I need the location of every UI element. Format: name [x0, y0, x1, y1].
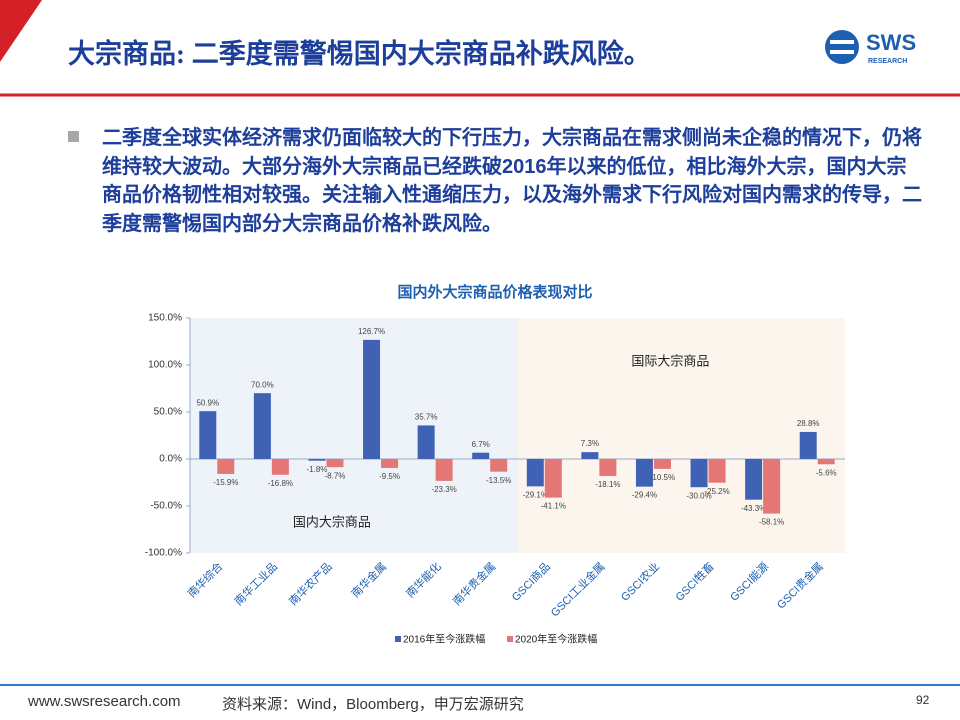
bar	[799, 431, 817, 459]
bar	[763, 459, 781, 514]
chart: 国内外大宗商品价格表现对比 -100.0% -50.0% 0.0% 50.0% 100.0…	[145, 283, 845, 646]
value-label: -29.4%	[632, 491, 657, 500]
bar	[581, 452, 599, 459]
value-label: -9.5%	[379, 472, 400, 481]
bar	[708, 459, 726, 483]
bar	[308, 459, 326, 461]
value-label: -23.3%	[431, 485, 456, 494]
value-label: 28.8%	[797, 419, 820, 428]
bar	[363, 339, 381, 459]
value-label: -5.6%	[816, 468, 837, 477]
logo-mark	[825, 30, 859, 64]
bar	[635, 459, 653, 487]
y-tick-label: 50.0%	[154, 407, 182, 418]
footer-source: 资料来源：Wind，Bloomberg，申万宏源研究	[222, 696, 524, 713]
x-tick-label: GSCI牲畜	[672, 559, 716, 603]
value-label: 7.3%	[581, 439, 599, 448]
value-label: -16.8%	[268, 479, 293, 488]
x-tick-label: GSCI贵金属	[774, 559, 826, 611]
bar	[381, 459, 399, 468]
slide-title: 大宗商品: 二季度需警惕国内大宗商品补跌风险。	[68, 39, 651, 69]
legend-label: 2016年至今涨跌幅	[403, 633, 485, 646]
value-label: 50.9%	[196, 398, 219, 407]
logo-subtext: RESEARCH	[868, 58, 907, 65]
bar	[526, 459, 544, 487]
legend-swatch	[395, 636, 401, 642]
y-tick-label: 100.0%	[148, 360, 182, 371]
region-international	[517, 318, 845, 553]
legend-swatch	[507, 636, 513, 642]
value-label: -18.1%	[595, 480, 620, 489]
bar	[217, 459, 235, 474]
logo-stripe	[830, 50, 854, 54]
value-label: -58.1%	[759, 518, 784, 527]
value-label: -15.9%	[213, 478, 238, 487]
value-label: 6.7%	[472, 440, 490, 449]
y-tick-label: -50.0%	[150, 501, 182, 512]
bar	[435, 459, 453, 481]
bar	[690, 459, 708, 488]
value-label: -25.2%	[704, 487, 729, 496]
bar	[599, 459, 617, 477]
region-domestic	[190, 318, 518, 553]
y-tick-label: 0.0%	[159, 454, 182, 465]
body-text: 二季度全球实体经济需求仍面临较大的下行压力，大宗商品在需求侧尚未企稳的情况下，仍…	[102, 127, 922, 235]
page-number: 92	[916, 693, 930, 707]
corner	[0, 0, 42, 62]
y-tick-label: 150.0%	[148, 313, 182, 324]
logo-stripe	[830, 40, 854, 44]
bar	[653, 459, 671, 469]
bar	[326, 459, 344, 468]
x-tick-label: 南华金属	[348, 559, 389, 600]
x-tick-label: 南华工业品	[231, 559, 280, 608]
x-tick-label: 南华贵金属	[450, 559, 499, 608]
bar	[544, 459, 562, 498]
bar	[271, 459, 289, 475]
x-tick-label: 南华农产品	[286, 559, 335, 608]
x-tick-label: GSCI农业	[618, 559, 662, 603]
bar	[490, 459, 508, 472]
x-tick-label: GSCI工业金属	[548, 559, 608, 619]
value-label: -43.3%	[741, 504, 766, 513]
value-label: -41.1%	[541, 502, 566, 511]
value-label: -29.1%	[523, 490, 548, 499]
bar	[817, 459, 835, 465]
bullet	[68, 131, 79, 142]
bar	[417, 425, 435, 459]
value-label: -10.5%	[650, 473, 675, 482]
bar	[199, 411, 217, 459]
bar	[472, 452, 490, 459]
bar	[253, 393, 271, 459]
chart-title: 国内外大宗商品价格表现对比	[397, 283, 592, 301]
x-tick-label: GSCI商品	[508, 559, 552, 603]
value-label: -13.5%	[486, 476, 511, 485]
legend-label: 2020年至今涨跌幅	[515, 633, 597, 646]
logo-text: SWS	[866, 30, 916, 55]
value-label: 35.7%	[415, 413, 438, 422]
footer-url: www.swsresearch.com	[28, 693, 181, 710]
x-tick-label: GSCI能源	[727, 559, 771, 603]
value-label: -30.0%	[686, 491, 711, 500]
x-tick-label: 南华综合	[184, 559, 225, 600]
value-label: 70.0%	[251, 380, 274, 389]
annotation: 国内大宗商品	[293, 514, 371, 529]
value-label: -1.8%	[307, 465, 328, 474]
value-label: -8.7%	[325, 471, 346, 480]
y-tick-label: -100.0%	[145, 548, 182, 559]
bar	[745, 459, 763, 500]
x-tick-label: 南华能化	[403, 559, 444, 600]
annotation: 国际大宗商品	[631, 353, 709, 368]
value-label: 126.7%	[358, 327, 385, 336]
